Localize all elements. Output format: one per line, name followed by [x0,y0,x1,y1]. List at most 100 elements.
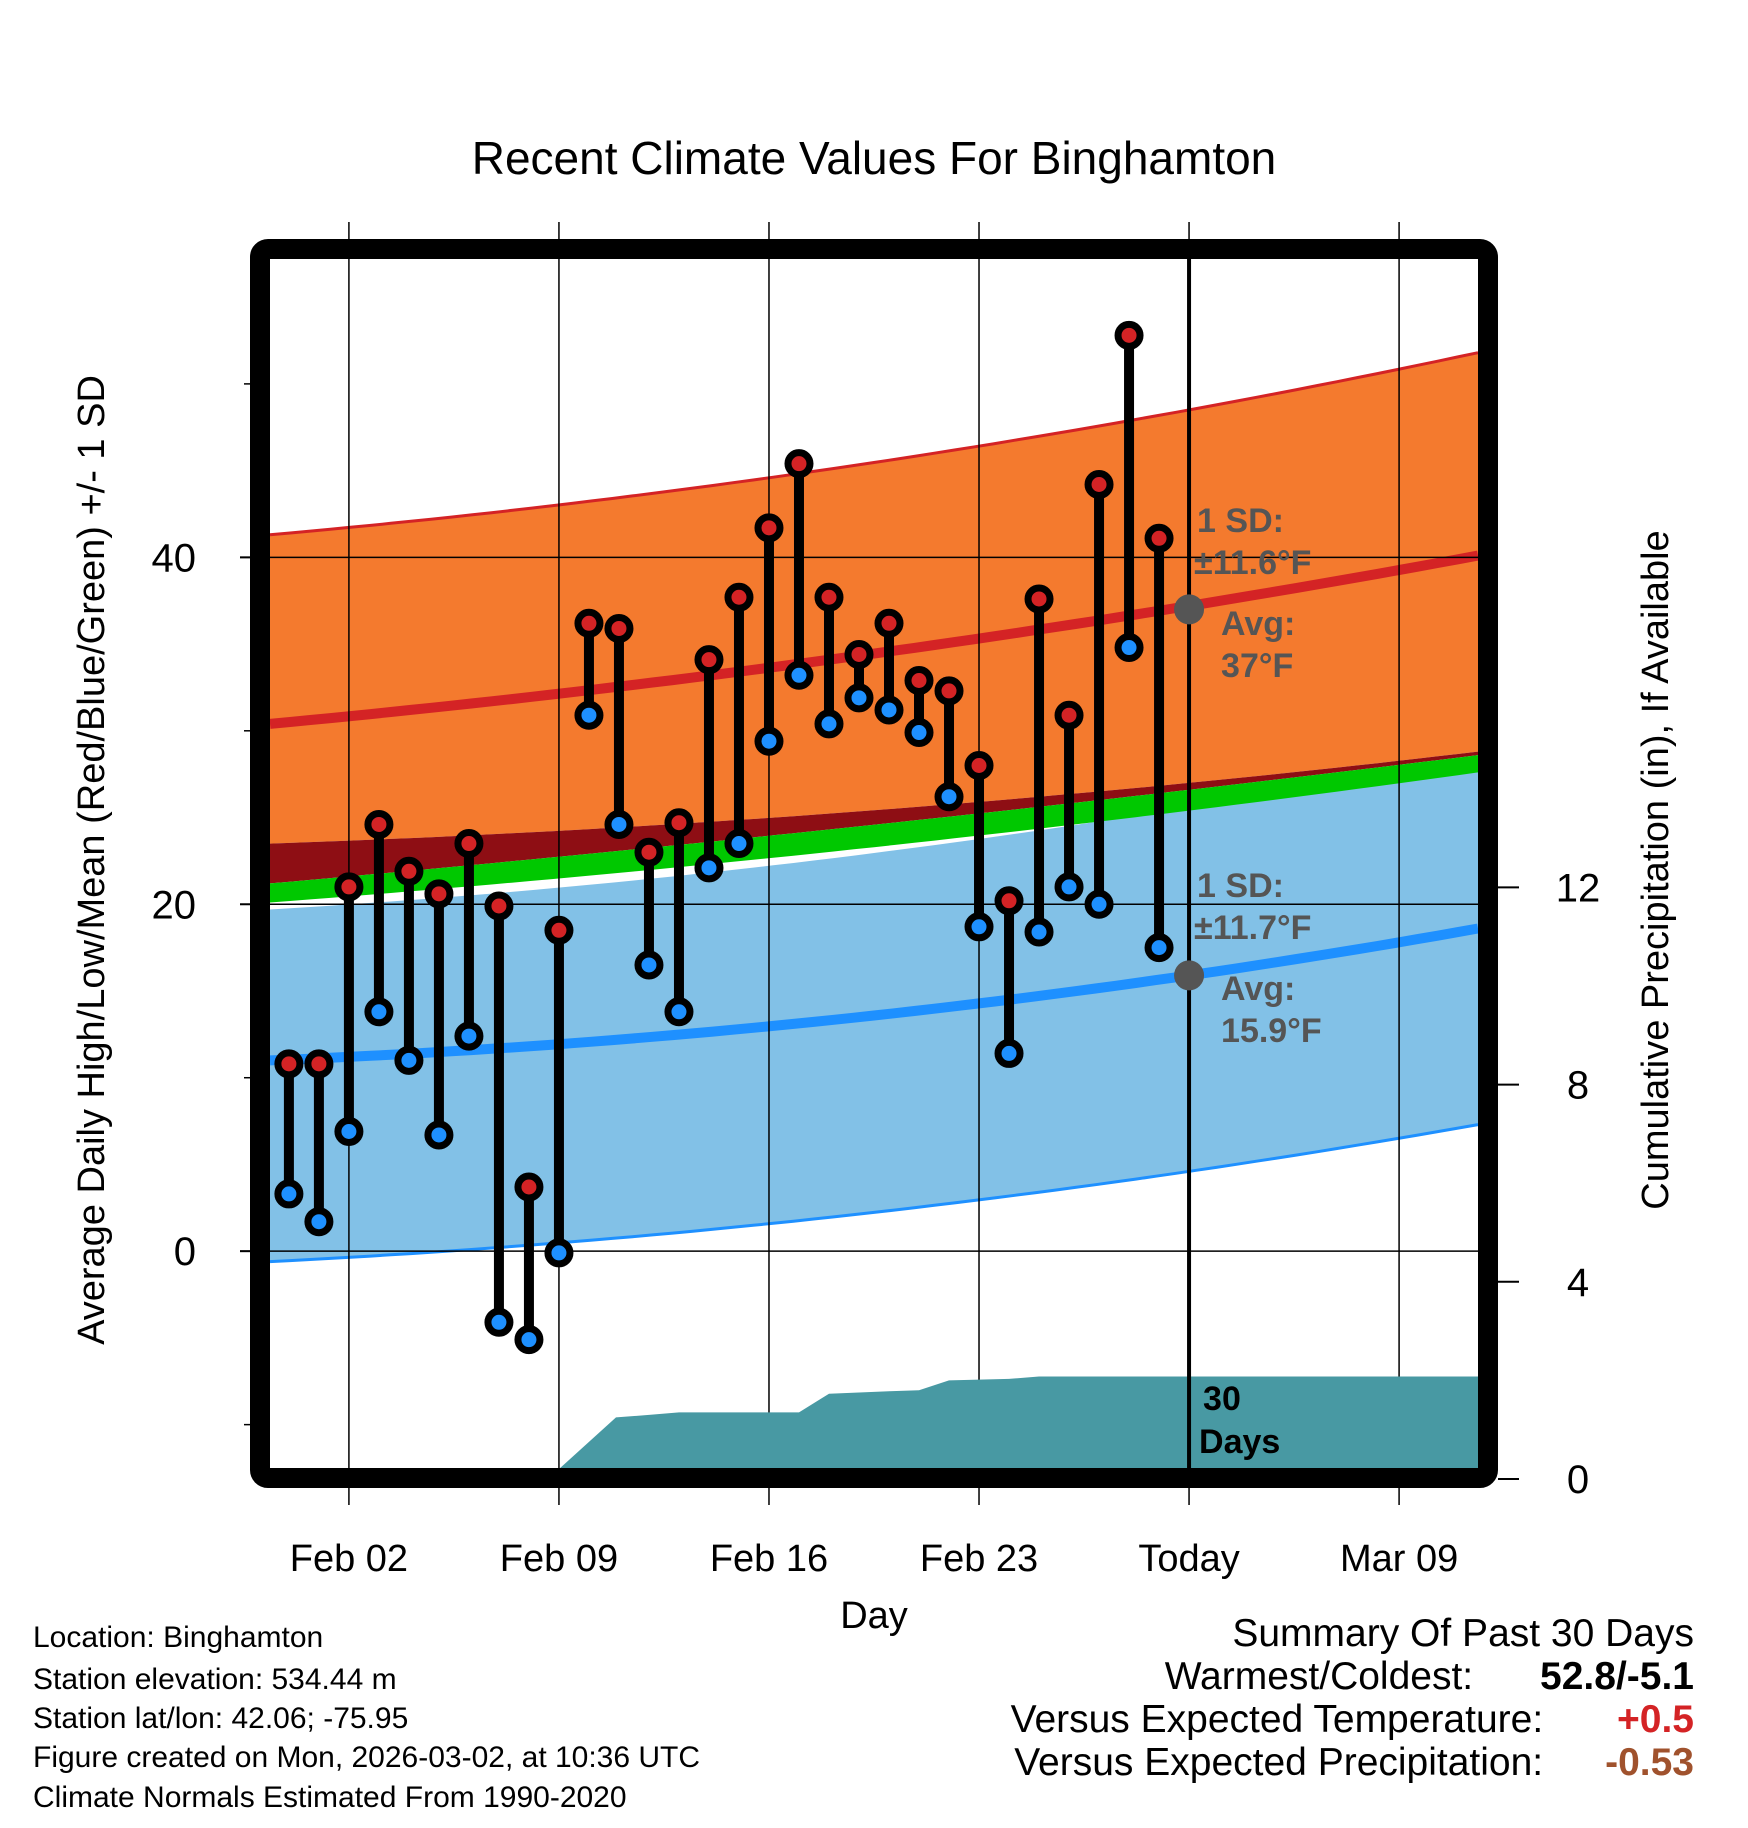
meta-location: Location: Binghamton [33,1621,324,1654]
precip-anomaly-label: Versus Expected Precipitation: [1014,1741,1544,1784]
summary-temp: Versus Expected Temperature: +0.5 [1011,1698,1694,1741]
daily-low-point [454,1021,484,1051]
low-avg-marker [1174,960,1205,991]
daily-high-point [904,666,934,696]
daily-high-point [994,886,1024,916]
high-avg-label: Avg: [1221,605,1295,643]
daily-low-point [1084,889,1114,919]
high-plus-sd-line [269,351,1479,537]
summary-panel: Summary Of Past 30 Days Warmest/Coldest:… [1011,1612,1694,1784]
daily-low-point [1114,633,1144,663]
precip-anomaly-value: -0.53 [1605,1741,1694,1784]
daily-low-point [634,950,664,980]
precip-days-label-2: Days [1199,1423,1280,1461]
overlap-band [270,751,1478,884]
daily-high-point [1084,469,1114,499]
high-sd-label: 1 SD: [1197,502,1284,540]
low-avg-label: Avg: [1221,970,1295,1008]
x-tick-label: Mar 09 [1340,1538,1458,1580]
high-avg-marker [1174,594,1205,625]
y-tick-label: 20 [152,883,197,927]
low-sd-value: ±11.7°F [1194,909,1311,947]
daily-low-point [544,1238,574,1268]
x-tick-label: Feb 02 [290,1538,408,1580]
daily-high-point [424,879,454,909]
x-axis-label: Day [840,1595,908,1637]
summary-warmest-coldest: Warmest/Coldest: 52.8/-5.1 [1011,1655,1694,1698]
high-sd-band [270,352,1478,844]
daily-high-point [1054,700,1084,730]
daily-low-point [274,1179,304,1209]
daily-low-point [994,1038,1024,1068]
daily-low-point [814,709,844,739]
y2-tick-label: 12 [1556,866,1601,910]
daily-high-point [394,856,424,886]
daily-low-point [754,726,784,756]
warmest-coldest-value: 52.8/-5.1 [1540,1655,1694,1698]
daily-low-point [784,660,814,690]
summary-title: Summary Of Past 30 Days [1232,1612,1694,1655]
plot-area: 1 SD: ±11.6°F Avg: 37°F 1 SD: ±11.7°F Avg: 15.9… [240,222,1479,1505]
warmest-coldest-label: Warmest/Coldest: [1164,1655,1474,1698]
chart-title: Recent Climate Values For Binghamton [472,132,1277,184]
daily-high-point [454,829,484,859]
daily-high-point [664,808,694,838]
daily-low-point [334,1116,364,1146]
daily-low-point [484,1307,514,1337]
y-tick-label: 40 [152,536,197,580]
temp-anomaly-value: +0.5 [1617,1698,1694,1741]
x-tick-label: Feb 09 [500,1538,618,1580]
daily-high-point [1114,320,1144,350]
daily-low-point [604,809,634,839]
axes: 0 20 40 0 4 8 12 Feb 02 Feb 09 Feb 16 Feb 23 Today M… [152,239,1601,1580]
meta-normals: Climate Normals Estimated From 1990-2020 [33,1781,627,1814]
daily-low-point [1024,917,1054,947]
daily-high-point [484,891,514,921]
daily-low-point [934,782,964,812]
daily-low-point [664,997,694,1027]
meta-latlon: Station lat/lon: 42.06; -75.95 [33,1702,409,1735]
daily-high-point [874,608,904,638]
daily-low-point [424,1120,454,1150]
y2-tick-label: 0 [1567,1458,1589,1502]
daily-high-point [814,582,844,612]
daily-low-point [724,829,754,859]
daily-low-point [574,700,604,730]
daily-high-point [514,1172,544,1202]
precip-area [270,1376,1478,1479]
daily-high-point [844,639,874,669]
daily-high-point [544,915,574,945]
mean-band [270,755,1478,903]
daily-low-point [844,683,874,713]
x-tick-label: Today [1138,1538,1239,1580]
daily-high-point [634,837,664,867]
daily-high-point [304,1049,334,1079]
high-sd-value: ±11.6°F [1194,544,1311,582]
daily-low-point [394,1045,424,1075]
low-avg-value: 15.9°F [1221,1012,1322,1050]
y2-axis-label: Cumulative Precipitation (in), If Availa… [1635,530,1677,1209]
daily-high-point [724,582,754,612]
y2-tick-label: 4 [1567,1261,1589,1305]
daily-low-point [964,912,994,942]
daily-high-point [964,750,994,780]
daily-high-point [364,809,394,839]
plot-frame [250,239,1498,1488]
x-tick-label: Feb 16 [710,1538,828,1580]
daily-low-point [1054,872,1084,902]
meta-elevation: Station elevation: 534.44 m [33,1663,397,1696]
daily-high-point [274,1049,304,1079]
daily-low-point [304,1207,334,1237]
daily-high-point [574,608,604,638]
daily-low-point [514,1325,544,1355]
daily-low-point [694,853,724,883]
normal-high-line [269,550,1479,729]
daily-high-point [784,449,814,479]
y2-tick-label: 8 [1567,1064,1589,1108]
precip-days-label-1: 30 [1203,1380,1241,1418]
y-axis-label: Average Daily High/Low/Mean (Red/Blue/Gr… [71,375,113,1345]
daily-high-point [604,613,634,643]
high-avg-value: 37°F [1221,647,1293,685]
daily-high-point [754,513,784,543]
